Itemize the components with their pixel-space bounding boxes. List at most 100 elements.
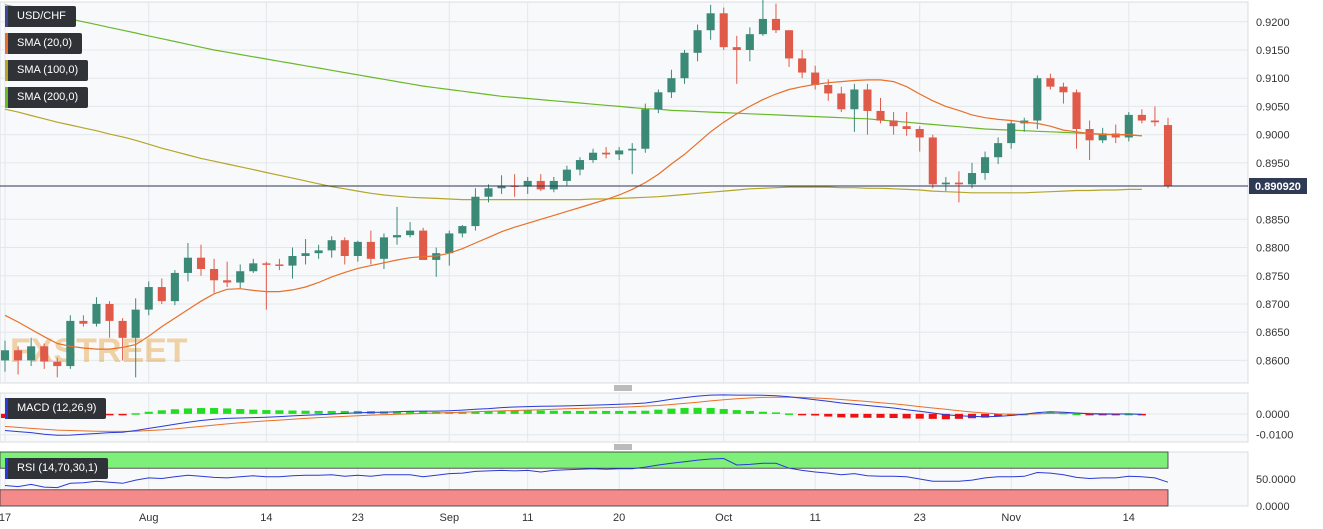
- candle-body[interactable]: [288, 256, 297, 266]
- candle-body[interactable]: [340, 240, 349, 256]
- candle-body[interactable]: [1150, 120, 1159, 123]
- candle-body[interactable]: [1046, 78, 1055, 87]
- candle-body[interactable]: [954, 182, 963, 185]
- candle-body[interactable]: [275, 264, 284, 266]
- legend-sma200[interactable]: SMA (200,0): [5, 87, 89, 108]
- candle-body[interactable]: [301, 253, 310, 256]
- legend-sma100[interactable]: SMA (100,0): [5, 60, 89, 81]
- candle-body[interactable]: [1085, 129, 1094, 141]
- candle-body[interactable]: [758, 18, 767, 35]
- candle-body[interactable]: [183, 257, 192, 273]
- candle-body[interactable]: [471, 196, 480, 227]
- candle-body[interactable]: [798, 58, 807, 73]
- candle-body[interactable]: [719, 13, 728, 48]
- candle-body[interactable]: [628, 148, 637, 151]
- candle-body[interactable]: [994, 143, 1003, 158]
- candle-body[interactable]: [667, 78, 676, 93]
- candle-body[interactable]: [941, 182, 950, 185]
- candle-body[interactable]: [771, 18, 781, 31]
- candle-body[interactable]: [706, 13, 715, 31]
- candle-body[interactable]: [902, 126, 911, 129]
- candle-body[interactable]: [27, 346, 36, 361]
- candle-body[interactable]: [641, 109, 650, 149]
- candle-body[interactable]: [406, 230, 415, 236]
- candle-body[interactable]: [196, 257, 206, 269]
- candle-body[interactable]: [379, 237, 389, 259]
- candle-body[interactable]: [680, 52, 689, 79]
- candle-body[interactable]: [536, 180, 545, 190]
- candle-body[interactable]: [575, 160, 585, 170]
- candle-body[interactable]: [40, 346, 49, 362]
- candle-body[interactable]: [1124, 114, 1133, 138]
- candle-body[interactable]: [967, 173, 977, 185]
- candle-body[interactable]: [327, 240, 336, 251]
- candle-body[interactable]: [602, 152, 611, 155]
- candle-body[interactable]: [144, 287, 153, 310]
- candle-body[interactable]: [392, 235, 402, 238]
- candle-body[interactable]: [876, 110, 885, 121]
- candle-body[interactable]: [458, 226, 467, 234]
- candle-body[interactable]: [314, 250, 323, 254]
- candle-body[interactable]: [210, 268, 219, 281]
- candle-body[interactable]: [53, 361, 62, 367]
- candle-body[interactable]: [824, 84, 833, 94]
- candle-body[interactable]: [353, 241, 362, 256]
- candle-body[interactable]: [0, 350, 10, 361]
- candle-body[interactable]: [157, 287, 166, 302]
- legend-sma20[interactable]: SMA (20,0): [5, 33, 83, 54]
- candle-body[interactable]: [981, 157, 990, 174]
- macd-histogram-bar: [118, 413, 127, 416]
- candle-body[interactable]: [1137, 114, 1146, 121]
- candle-body[interactable]: [262, 263, 271, 265]
- candle-body[interactable]: [915, 129, 924, 138]
- candle-body[interactable]: [1111, 133, 1120, 138]
- candle-body[interactable]: [131, 309, 140, 338]
- macd-histogram-bar: [144, 411, 153, 414]
- candle-body[interactable]: [445, 233, 454, 254]
- candle-body[interactable]: [419, 230, 428, 260]
- candle-body[interactable]: [588, 152, 598, 161]
- candle-body[interactable]: [1098, 133, 1107, 141]
- candle-body[interactable]: [615, 150, 624, 155]
- legend-macd[interactable]: MACD (12,26,9): [5, 398, 107, 419]
- macd-histogram-bar: [928, 413, 937, 419]
- candle-body[interactable]: [837, 93, 846, 110]
- candle-body[interactable]: [14, 350, 23, 361]
- candle-body[interactable]: [1059, 86, 1068, 93]
- candle-body[interactable]: [928, 137, 937, 185]
- candle-body[interactable]: [654, 92, 663, 110]
- candle-body[interactable]: [523, 180, 532, 187]
- candle-body[interactable]: [811, 72, 820, 85]
- candle-body[interactable]: [366, 241, 375, 259]
- candle-body[interactable]: [1163, 125, 1173, 187]
- candle-body[interactable]: [745, 34, 754, 50]
- candle-body[interactable]: [105, 303, 114, 321]
- candle-body[interactable]: [92, 303, 101, 324]
- candle-body[interactable]: [889, 120, 898, 127]
- candle-body[interactable]: [223, 280, 232, 283]
- rsi-y-tick-label: 0.0000: [1256, 501, 1290, 513]
- candle-body[interactable]: [1007, 123, 1016, 144]
- candle-body[interactable]: [784, 30, 794, 59]
- candle-body[interactable]: [693, 30, 702, 53]
- candle-body[interactable]: [1033, 78, 1042, 121]
- candle-body[interactable]: [170, 272, 179, 302]
- candle-body[interactable]: [549, 180, 558, 190]
- candle-body[interactable]: [79, 320, 88, 324]
- candle-body[interactable]: [1072, 92, 1081, 129]
- candle-body[interactable]: [863, 89, 872, 111]
- candle-body[interactable]: [118, 320, 127, 338]
- candle-body[interactable]: [484, 188, 493, 197]
- candle-body[interactable]: [249, 263, 258, 272]
- candle-body[interactable]: [236, 271, 245, 283]
- candle-body[interactable]: [732, 47, 741, 50]
- legend-rsi[interactable]: RSI (14,70,30,1): [5, 458, 108, 479]
- candle-body[interactable]: [66, 320, 75, 367]
- y-tick-label: 0.8750: [1256, 271, 1290, 283]
- macd-histogram-bar: [523, 410, 532, 414]
- legend-usdchf[interactable]: USD/CHF: [5, 6, 76, 27]
- candle-body[interactable]: [850, 89, 859, 110]
- candle-body[interactable]: [497, 185, 506, 189]
- candle-body[interactable]: [562, 169, 571, 181]
